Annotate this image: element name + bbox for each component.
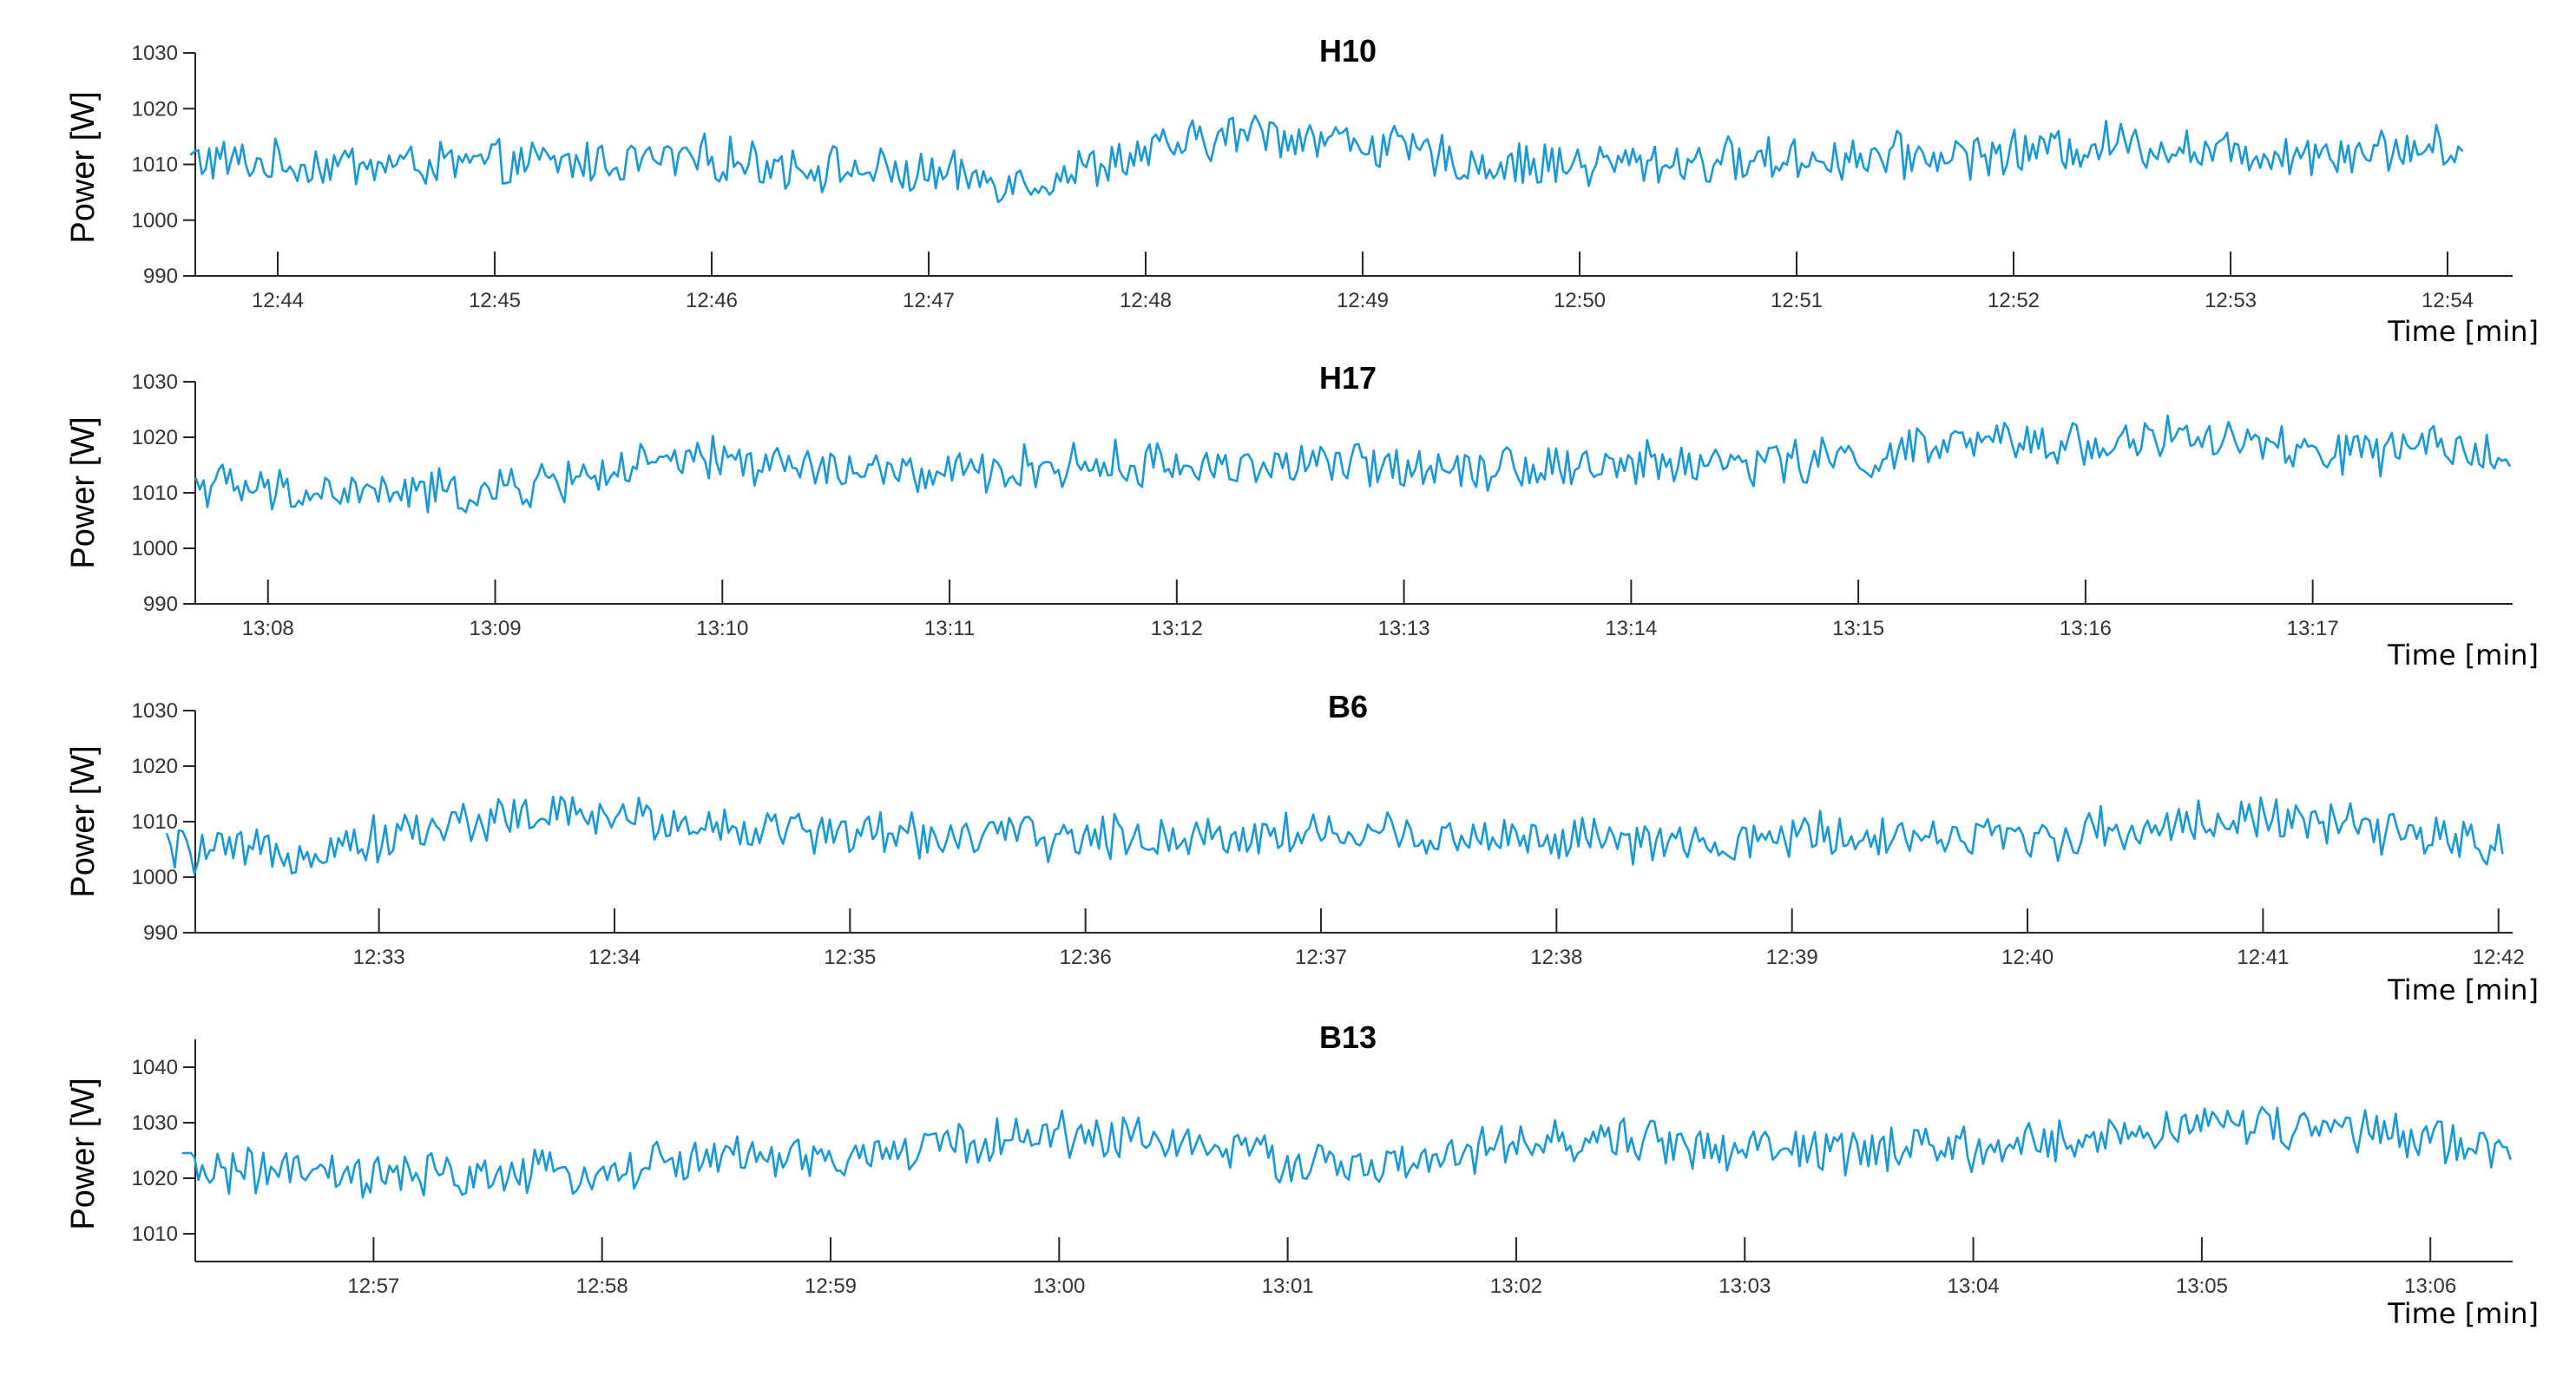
y-tick-label: 1010 (132, 154, 178, 177)
series-line (166, 796, 2504, 875)
x-tick-label: 13:04 (1948, 1275, 2000, 1298)
panel-title: B6 (1328, 689, 1368, 724)
y-tick-label: 1020 (132, 1167, 178, 1190)
x-tick-label: 13:09 (469, 617, 521, 640)
x-tick-label: 13:12 (1151, 617, 1203, 640)
x-tick-label: 12:50 (1554, 289, 1606, 312)
x-tick-label: 12:59 (805, 1275, 857, 1298)
panel-title: B13 (1319, 1019, 1377, 1055)
x-tick-group: 13:08 13:09 13:10 13:11 13:12 13:13 13:14 13:15… (242, 580, 2339, 640)
x-tick-group: 12:44 12:45 12:46 12:47 12:48 12:49 12:50 12:51… (252, 252, 2474, 312)
x-tick-label: 12:33 (353, 946, 405, 969)
y-tick-group: 990 1000 1010 1020 1030 (132, 42, 195, 288)
x-tick-label: 13:16 (2060, 617, 2112, 640)
x-tick-label: 12:58 (576, 1275, 628, 1298)
y-tick-label: 1020 (132, 97, 178, 121)
x-tick-group: 12:33 12:34 12:35 12:36 12:37 12:38 12:39 12:40… (353, 908, 2525, 969)
y-axis-label: Power [W] (65, 1078, 102, 1229)
y-tick-label: 990 (143, 265, 178, 288)
x-tick-label: 12:57 (347, 1275, 399, 1298)
x-tick-label: 12:41 (2237, 946, 2289, 969)
y-tick-group: 990 1000 1010 1020 1030 (132, 370, 195, 616)
y-tick-label: 990 (143, 593, 178, 616)
x-tick-label: 12:54 (2422, 289, 2474, 312)
x-tick-label: 12:51 (1771, 289, 1823, 312)
panel-title: H17 (1319, 360, 1377, 396)
y-tick-label: 1030 (132, 42, 178, 65)
x-axis-label: Time [min] (2387, 973, 2539, 1006)
x-tick-label: 13:13 (1378, 617, 1430, 640)
x-tick-label: 12:35 (824, 946, 876, 969)
x-tick-label: 13:15 (1832, 617, 1884, 640)
series-line (194, 414, 2511, 514)
x-tick-label: 13:08 (242, 617, 294, 640)
x-tick-label: 13:00 (1033, 1275, 1085, 1298)
x-axis-label: Time [min] (2387, 1297, 2539, 1330)
x-tick-label: 12:45 (469, 289, 521, 312)
y-tick-group: 1010 1020 1030 1040 (132, 1056, 195, 1246)
y-axis-label: Power [W] (65, 416, 102, 568)
x-tick-label: 13:17 (2287, 617, 2339, 640)
series-line (189, 114, 2463, 204)
y-tick-label: 1030 (132, 1111, 178, 1135)
x-tick-label: 12:40 (2001, 946, 2054, 969)
y-tick-label: 1000 (132, 209, 178, 233)
x-tick-label: 12:38 (1530, 946, 1582, 969)
y-tick-group: 990 1000 1010 1020 1030 (132, 699, 195, 945)
x-tick-label: 13:05 (2176, 1275, 2228, 1298)
y-tick-label: 1010 (132, 482, 178, 505)
x-tick-label: 13:10 (696, 617, 748, 640)
x-tick-label: 12:48 (1120, 289, 1172, 312)
x-tick-label: 12:47 (903, 289, 955, 312)
x-axis-label: Time [min] (2387, 639, 2539, 672)
x-tick-label: 12:52 (1988, 289, 2040, 312)
x-tick-label: 13:06 (2404, 1275, 2456, 1298)
y-tick-label: 1000 (132, 537, 178, 560)
y-tick-label: 1030 (132, 370, 178, 394)
y-axis-label: Power [W] (65, 91, 102, 243)
x-tick-label: 12:34 (588, 946, 641, 969)
x-tick-group: 12:57 12:58 12:59 13:00 13:01 13:02 13:03 13:04… (347, 1237, 2456, 1298)
x-tick-label: 12:49 (1337, 289, 1389, 312)
x-tick-label: 12:44 (252, 289, 304, 312)
x-tick-label: 12:39 (1766, 946, 1818, 969)
y-tick-label: 1030 (132, 699, 178, 723)
y-tick-label: 990 (143, 921, 178, 945)
series-line (181, 1105, 2512, 1199)
x-tick-label: 12:42 (2473, 946, 2525, 969)
y-tick-label: 1020 (132, 755, 178, 778)
x-tick-label: 12:37 (1295, 946, 1347, 969)
x-tick-label: 12:46 (686, 289, 738, 312)
y-tick-label: 1000 (132, 866, 178, 889)
y-tick-label: 1040 (132, 1056, 178, 1079)
x-axis-label: Time [min] (2387, 315, 2539, 348)
x-tick-label: 12:53 (2205, 289, 2257, 312)
y-tick-label: 1010 (132, 810, 178, 834)
x-tick-label: 12:36 (1060, 946, 1112, 969)
y-tick-label: 1020 (132, 426, 178, 449)
y-tick-label: 1010 (132, 1222, 178, 1246)
x-tick-label: 13:02 (1490, 1275, 1542, 1298)
x-tick-label: 13:01 (1262, 1275, 1314, 1298)
x-tick-label: 13:03 (1718, 1275, 1771, 1298)
y-axis-label: Power [W] (65, 745, 102, 897)
x-tick-label: 13:14 (1605, 617, 1657, 640)
panel-title: H10 (1319, 33, 1377, 69)
x-tick-label: 13:11 (924, 617, 975, 640)
